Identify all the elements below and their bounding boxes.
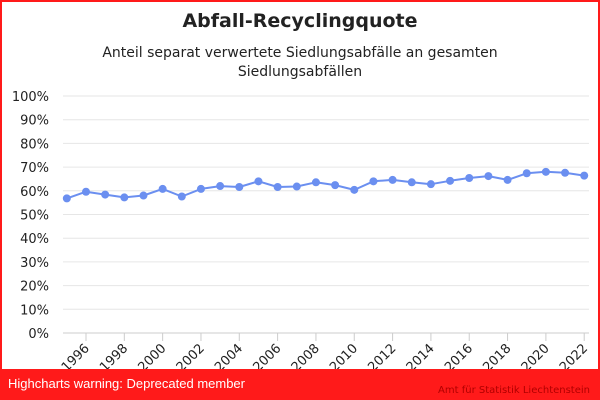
x-tick-label: 2008 xyxy=(289,341,323,369)
data-point xyxy=(541,167,550,176)
x-tick-label: 2012 xyxy=(365,341,399,369)
x-tick-label: 2010 xyxy=(327,341,361,369)
x-tick-label: 2004 xyxy=(212,341,246,369)
x-tick-label: 2014 xyxy=(404,341,438,369)
x-tick-label: 1998 xyxy=(97,341,131,369)
data-point xyxy=(196,184,205,193)
x-tick-label: 2000 xyxy=(135,341,169,369)
y-tick-label: 30% xyxy=(20,256,49,271)
data-point xyxy=(465,174,474,183)
y-tick-label: 50% xyxy=(20,209,49,224)
warning-bar: Highcharts warning: Deprecated member xyxy=(0,369,600,400)
data-point xyxy=(235,183,244,192)
data-point xyxy=(62,194,71,203)
y-tick-label: 0% xyxy=(28,327,49,342)
data-point xyxy=(350,185,359,194)
data-point xyxy=(311,178,320,187)
data-point xyxy=(446,176,455,185)
x-tick-label: 2006 xyxy=(250,341,284,369)
chart-subtitle: Anteil separat verwertete Siedlungsabfäl… xyxy=(102,45,498,80)
warning-text: Highcharts warning: Deprecated member xyxy=(8,376,245,391)
data-point xyxy=(292,182,301,191)
data-point xyxy=(139,191,148,200)
y-tick-label: 100% xyxy=(12,90,49,105)
y-tick-label: 20% xyxy=(20,280,49,295)
data-point xyxy=(81,187,90,196)
credits-text[interactable]: Amt für Statistik Liechtenstein xyxy=(438,385,590,396)
data-point xyxy=(388,175,397,184)
data-point xyxy=(369,177,378,186)
data-point xyxy=(158,184,167,193)
x-tick-label: 2002 xyxy=(174,341,208,369)
chart-container: Abfall-Recyclingquote Anteil separat ver… xyxy=(2,2,598,369)
data-point xyxy=(561,168,570,177)
data-point xyxy=(101,190,110,199)
data-point xyxy=(484,172,493,181)
data-point xyxy=(426,180,435,189)
y-tick-label: 40% xyxy=(20,232,49,247)
x-tick-label: 2016 xyxy=(442,341,476,369)
data-point xyxy=(216,182,225,191)
x-tick-label: 2018 xyxy=(480,341,514,369)
data-point xyxy=(273,183,282,192)
x-tick-label: 1996 xyxy=(59,341,93,369)
data-point xyxy=(177,192,186,201)
y-tick-label: 10% xyxy=(20,303,49,318)
axis-layer: 0% 10% 20% 30% 40% 50% 60% 70% 80% 90% 100% 1996 199… xyxy=(12,90,591,369)
data-point xyxy=(120,193,129,202)
data-point xyxy=(522,169,531,178)
data-point xyxy=(580,171,589,180)
series-layer xyxy=(62,167,589,203)
chart-title: Abfall-Recyclingquote xyxy=(182,10,418,32)
x-tick-label: 2022 xyxy=(557,341,591,369)
x-tick-label: 2020 xyxy=(519,341,553,369)
grid-layer xyxy=(63,95,589,334)
data-point xyxy=(407,178,416,187)
y-tick-label: 80% xyxy=(20,137,49,152)
data-point xyxy=(503,175,512,184)
plot-area: 0% 10% 20% 30% 40% 50% 60% 70% 80% 90% 100% 1996 199… xyxy=(12,90,591,369)
y-tick-label: 60% xyxy=(20,185,49,200)
y-tick-label: 70% xyxy=(20,161,49,176)
y-tick-label: 90% xyxy=(20,114,49,129)
series-line xyxy=(66,170,585,200)
data-point xyxy=(254,177,263,186)
data-point xyxy=(331,181,340,190)
